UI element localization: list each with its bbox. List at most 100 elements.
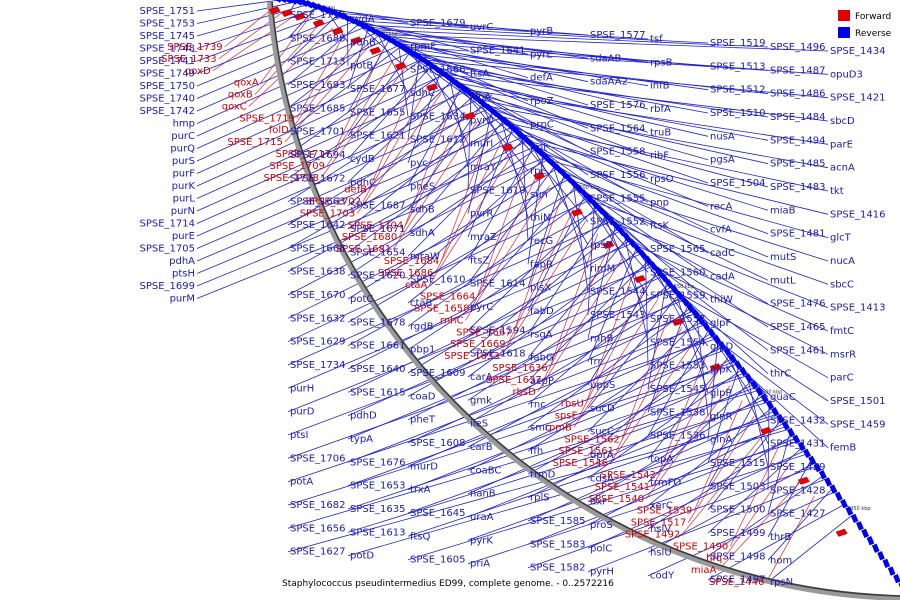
- gene-label: pyrH: [590, 567, 614, 578]
- connector-line: [196, 82, 456, 199]
- reverse-gene-glyph: [633, 243, 643, 254]
- gene-label: rbfA: [650, 104, 671, 115]
- forward-gene-glyph: [331, 27, 344, 36]
- gene-label: SPSE_1559: [650, 291, 706, 302]
- reverse-gene-glyph: [882, 558, 891, 569]
- connector-line: [467, 273, 660, 401]
- gene-label: pdhC: [350, 177, 376, 188]
- gene-label: SPSE_1712: [290, 10, 346, 21]
- gene-label: SPSE_1642: [290, 220, 346, 231]
- connector-line: [287, 88, 465, 203]
- forward-gene-glyph: [709, 363, 722, 372]
- gene-label: SPSE_1621: [350, 131, 406, 142]
- gene-label: ptsH: [172, 269, 195, 280]
- gene-label: SPSE_1684: [384, 256, 440, 267]
- reverse-gene-glyph: [802, 448, 811, 459]
- reverse-gene-glyph: [638, 249, 648, 260]
- connector-line: [707, 447, 802, 534]
- reverse-gene-glyph: [627, 238, 637, 248]
- connector-line: [585, 272, 635, 404]
- ring-tick-label: 1450 kbp: [847, 506, 871, 512]
- reverse-gene-glyph: [712, 334, 722, 344]
- reverse-gene-glyph: [606, 216, 616, 226]
- gene-label: hslV: [650, 524, 671, 535]
- gene-label: SPSE_1513: [710, 61, 766, 72]
- gene-label: SPSE_1413: [830, 303, 886, 314]
- gene-label: sun: [530, 189, 548, 200]
- gene-label: SPSE_1706: [290, 453, 346, 464]
- connector-line: [287, 417, 779, 553]
- gene-label: SPSE_1503: [710, 481, 766, 492]
- connector-line: [766, 495, 815, 583]
- connector-line: [407, 361, 735, 491]
- gene-label: rpmF: [410, 41, 436, 52]
- connector-line: [347, 130, 516, 253]
- connector-line: [407, 240, 630, 374]
- reverse-gene-glyph: [723, 347, 732, 357]
- gene-label: SPSE_1718: [264, 173, 320, 184]
- connector-line: [484, 105, 829, 169]
- connector-line: [527, 284, 670, 405]
- gene-label: thiN: [530, 213, 551, 224]
- gene-label: SPSE_1658: [414, 304, 470, 315]
- reverse-gene-glyph: [680, 297, 690, 307]
- reverse-gene-glyph: [749, 380, 759, 390]
- gene-label: fapR: [530, 259, 553, 270]
- connector-line: [363, 25, 589, 59]
- connector-line: [467, 111, 493, 214]
- connector-line: [610, 221, 829, 309]
- connector-line: [287, 23, 360, 86]
- connector-line: [407, 138, 525, 257]
- connector-line: [196, 11, 332, 62]
- gene-label: SPSE_1585: [530, 516, 586, 527]
- connector-line: [477, 99, 649, 180]
- gene-label: potD: [350, 551, 374, 562]
- reverse-gene-glyph: [733, 360, 743, 370]
- gene-label: defA: [530, 73, 553, 84]
- gene-label: SPSE_1517: [631, 518, 687, 529]
- connector-line: [633, 245, 709, 347]
- connector-line: [647, 463, 814, 553]
- connector-line: [407, 387, 756, 514]
- reverse-gene-glyph: [558, 168, 569, 179]
- connector-line: [196, 157, 546, 299]
- connector-line: [549, 233, 599, 369]
- reverse-gene-glyph: [781, 420, 790, 431]
- gene-label: SPSE_1428: [770, 485, 826, 496]
- ring-tick-label: 1700 kbp: [375, 32, 399, 38]
- connector-line: [196, 51, 411, 149]
- connector-line: [467, 372, 744, 495]
- gene-label: SPSE_1483: [770, 182, 826, 193]
- gene-label: hslU: [650, 547, 672, 558]
- legend-reverse-label: Reverse: [855, 29, 892, 39]
- connector-line: [429, 152, 514, 286]
- connector-line: [561, 172, 649, 273]
- gene-label: SPSE_1693: [290, 80, 346, 91]
- gene-label: SPSE_1750: [140, 81, 196, 92]
- connector-line: [407, 311, 693, 444]
- gene-label: SPSE_1627: [290, 547, 346, 558]
- connector-line: [647, 491, 835, 577]
- connector-line: [647, 381, 751, 483]
- gene-label: SPSE_1680: [342, 232, 398, 243]
- connector-line: [547, 159, 829, 239]
- connector-line: [196, 66, 433, 174]
- gene-label: rplS: [530, 493, 550, 504]
- gene-label: SPSE_1699: [140, 281, 196, 292]
- gene-label: nanB: [470, 489, 496, 500]
- connector-line: [362, 84, 430, 202]
- gene-label: ftsK: [650, 221, 669, 232]
- connector-line: [407, 263, 651, 397]
- gene-label: SPSE_1677: [350, 84, 406, 95]
- connector-line: [287, 266, 653, 413]
- gene-label: purM: [170, 294, 195, 305]
- gene-label: SPSE_1619: [470, 185, 526, 196]
- reverse-gene-glyph: [553, 163, 563, 174]
- gene-label: rbsD: [512, 387, 536, 398]
- gene-label: SPSE_1635: [350, 504, 406, 515]
- gene-label: SPSE_1560: [650, 267, 706, 278]
- gene-label: folD: [269, 125, 289, 136]
- gene-label: SPSE_1542: [601, 470, 657, 481]
- connector-line: [435, 141, 502, 274]
- gene-label: fabD: [530, 306, 554, 317]
